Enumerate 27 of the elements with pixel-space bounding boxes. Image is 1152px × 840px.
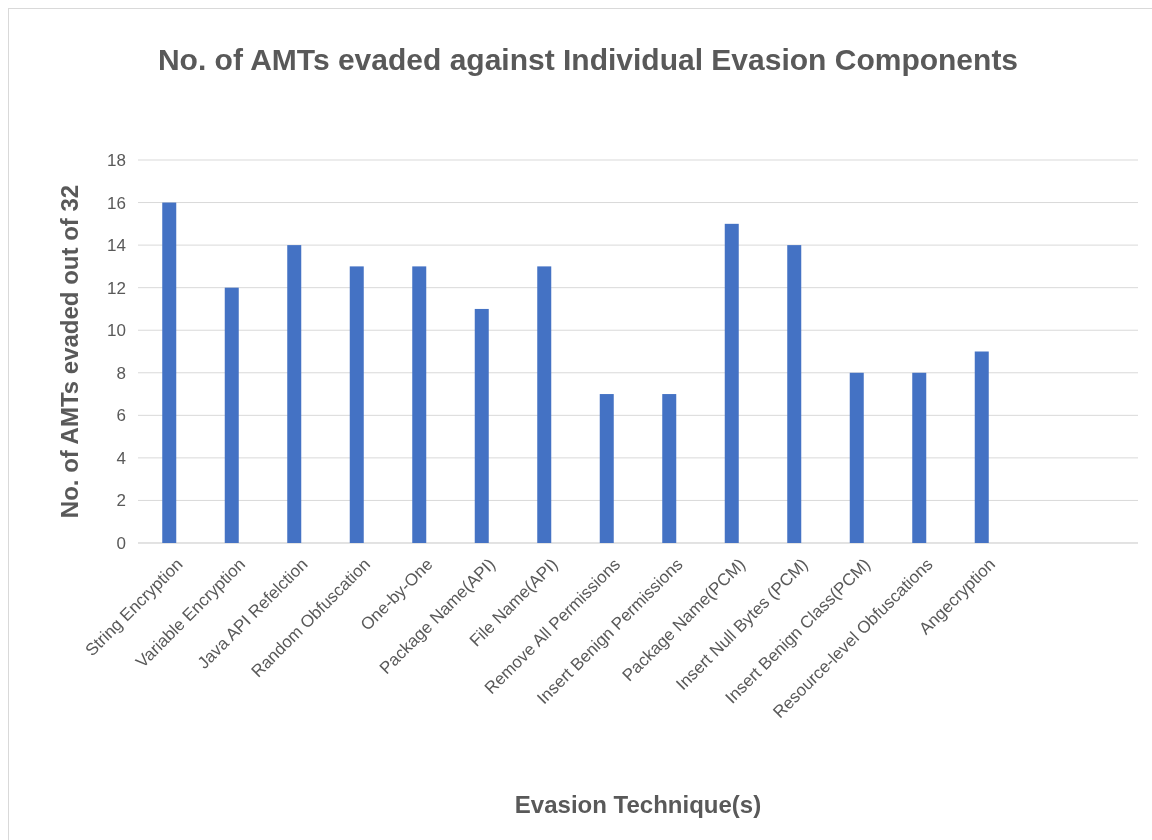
bar — [849, 372, 864, 543]
bar — [974, 351, 989, 543]
bar — [412, 266, 427, 543]
bar — [224, 287, 239, 543]
chart-title: No. of AMTs evaded against Individual Evasion Components — [157, 43, 1019, 76]
y-axis-title: No. of AMTs evaded out of 32 — [56, 184, 83, 519]
bar — [599, 394, 614, 543]
bar — [537, 266, 552, 543]
y-tick-label: 14 — [107, 236, 126, 256]
bar — [474, 308, 489, 543]
bar — [912, 372, 927, 543]
y-tick-label: 6 — [116, 406, 126, 426]
y-tick-label: 16 — [107, 193, 126, 213]
bar — [287, 245, 302, 543]
bar — [662, 394, 677, 543]
y-tick-label: 12 — [107, 278, 126, 298]
y-tick-label: 10 — [107, 321, 126, 341]
y-tick-label: 4 — [116, 448, 126, 468]
y-tick-label: 18 — [107, 150, 126, 170]
y-tick-label: 2 — [116, 491, 126, 511]
bar — [724, 223, 739, 543]
x-axis-title: Evasion Technique(s) — [514, 791, 762, 818]
y-tick-label: 0 — [116, 533, 126, 553]
bar — [162, 202, 177, 543]
y-tick-label: 8 — [116, 363, 126, 383]
bar — [349, 266, 364, 543]
bar — [787, 245, 802, 543]
